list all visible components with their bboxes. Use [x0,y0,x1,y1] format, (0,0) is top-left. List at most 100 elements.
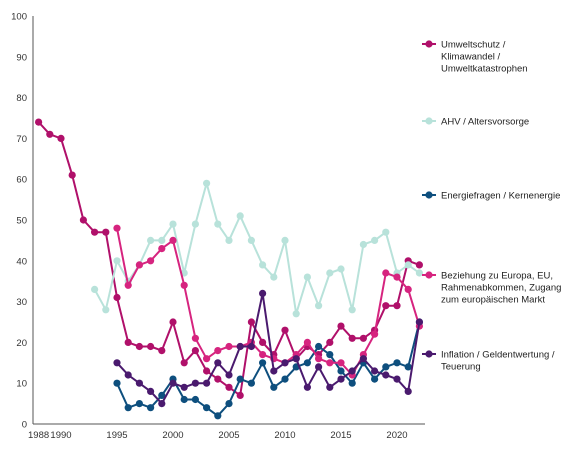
data-point [180,395,188,404]
data-point [214,359,222,367]
legend-marker [425,271,433,279]
data-point [225,383,233,391]
series-line [93,182,420,315]
data-point [180,281,188,289]
legend-item: Umweltschutz /Klimawandel /Umweltkatastr… [422,40,528,75]
data-point [281,326,289,334]
legend-item: Inflation / Geldentwertung /Teuerung [422,350,555,373]
data-point [270,367,278,375]
data-point [371,375,379,383]
data-point [236,342,244,351]
data-point [191,347,199,355]
data-point [46,130,54,138]
data-point [247,342,255,351]
data-point [371,330,379,338]
y-tick-label: 20 [16,338,27,349]
legend-item: Beziehung zu Europa, EU,Rahmenabkommen, … [422,271,561,306]
y-tick-label: 0 [22,420,27,431]
data-point [371,367,379,375]
data-point [247,318,255,326]
series-3 [113,224,423,379]
legend-marker [425,350,433,358]
x-tick-labels: 1988 1990 1995 2000 2005 2010 2015 2020 [28,430,408,441]
data-point [225,342,233,351]
data-point [203,404,211,412]
legend-item: Energiefragen / Kernenergie [422,191,560,202]
data-point [393,273,401,281]
data-point [281,236,289,244]
data-point [35,118,43,126]
x-tick-label: 2005 [218,430,239,441]
data-point [303,359,311,367]
y-tick-label: 60 [16,175,27,186]
data-point [404,285,412,293]
data-point [337,367,345,375]
data-point [236,375,244,383]
data-point [292,355,300,363]
data-point [404,387,412,395]
data-point [382,228,390,236]
legend-label: Teuerung [441,362,481,373]
series-4 [113,289,423,408]
legend-label: Umweltschutz / [441,40,506,51]
data-point [191,379,199,387]
data-point [113,224,121,232]
data-point [68,171,76,179]
data-point [259,261,267,269]
x-tick-label: 2000 [162,430,183,441]
data-point [337,322,345,330]
data-point [247,379,255,387]
data-point [415,318,423,326]
y-tick-labels: 0 10 20 30 40 50 60 70 80 90 100 [11,12,27,431]
data-point [203,355,211,363]
x-tick-label: 1988 [28,430,49,441]
data-point [191,395,199,404]
data-point [124,404,132,412]
legend-marker [425,40,433,48]
data-point [382,302,390,310]
y-tick-label: 70 [16,134,27,145]
series-layer [35,118,423,420]
data-point [393,302,401,310]
x-tick-label: 2020 [386,430,407,441]
legend-marker [425,117,433,125]
y-tick-label: 40 [16,256,27,267]
axes [32,16,425,425]
data-point [158,236,166,244]
data-point [315,363,323,371]
legend-label: AHV / Altersvorsorge [441,117,529,128]
data-point [259,359,267,367]
y-tick-label: 90 [16,52,27,63]
data-point [404,363,412,371]
data-point [214,412,222,420]
y-tick-label: 10 [16,379,27,390]
data-point [191,334,199,342]
data-point [214,347,222,355]
data-point [315,302,323,310]
data-point [382,371,390,379]
data-point [337,375,345,383]
data-point [124,371,132,379]
data-point [326,359,334,367]
data-point [315,355,323,363]
data-point [203,179,211,187]
data-point [359,355,367,363]
data-point [158,400,166,408]
data-point [225,400,233,408]
data-point [180,359,188,367]
data-point [147,342,155,351]
data-point [359,334,367,342]
legend-label: Umweltkatastrophen [441,64,528,75]
series-line [116,321,421,417]
data-point [135,400,143,408]
data-point [57,134,65,142]
legend-marker [425,191,433,199]
data-point [236,391,244,399]
data-point [281,359,289,367]
series-line [116,292,421,405]
series-1 [91,179,423,318]
data-point [270,383,278,391]
legend-label: Energiefragen / Kernenergie [441,191,560,202]
data-point [303,338,311,346]
